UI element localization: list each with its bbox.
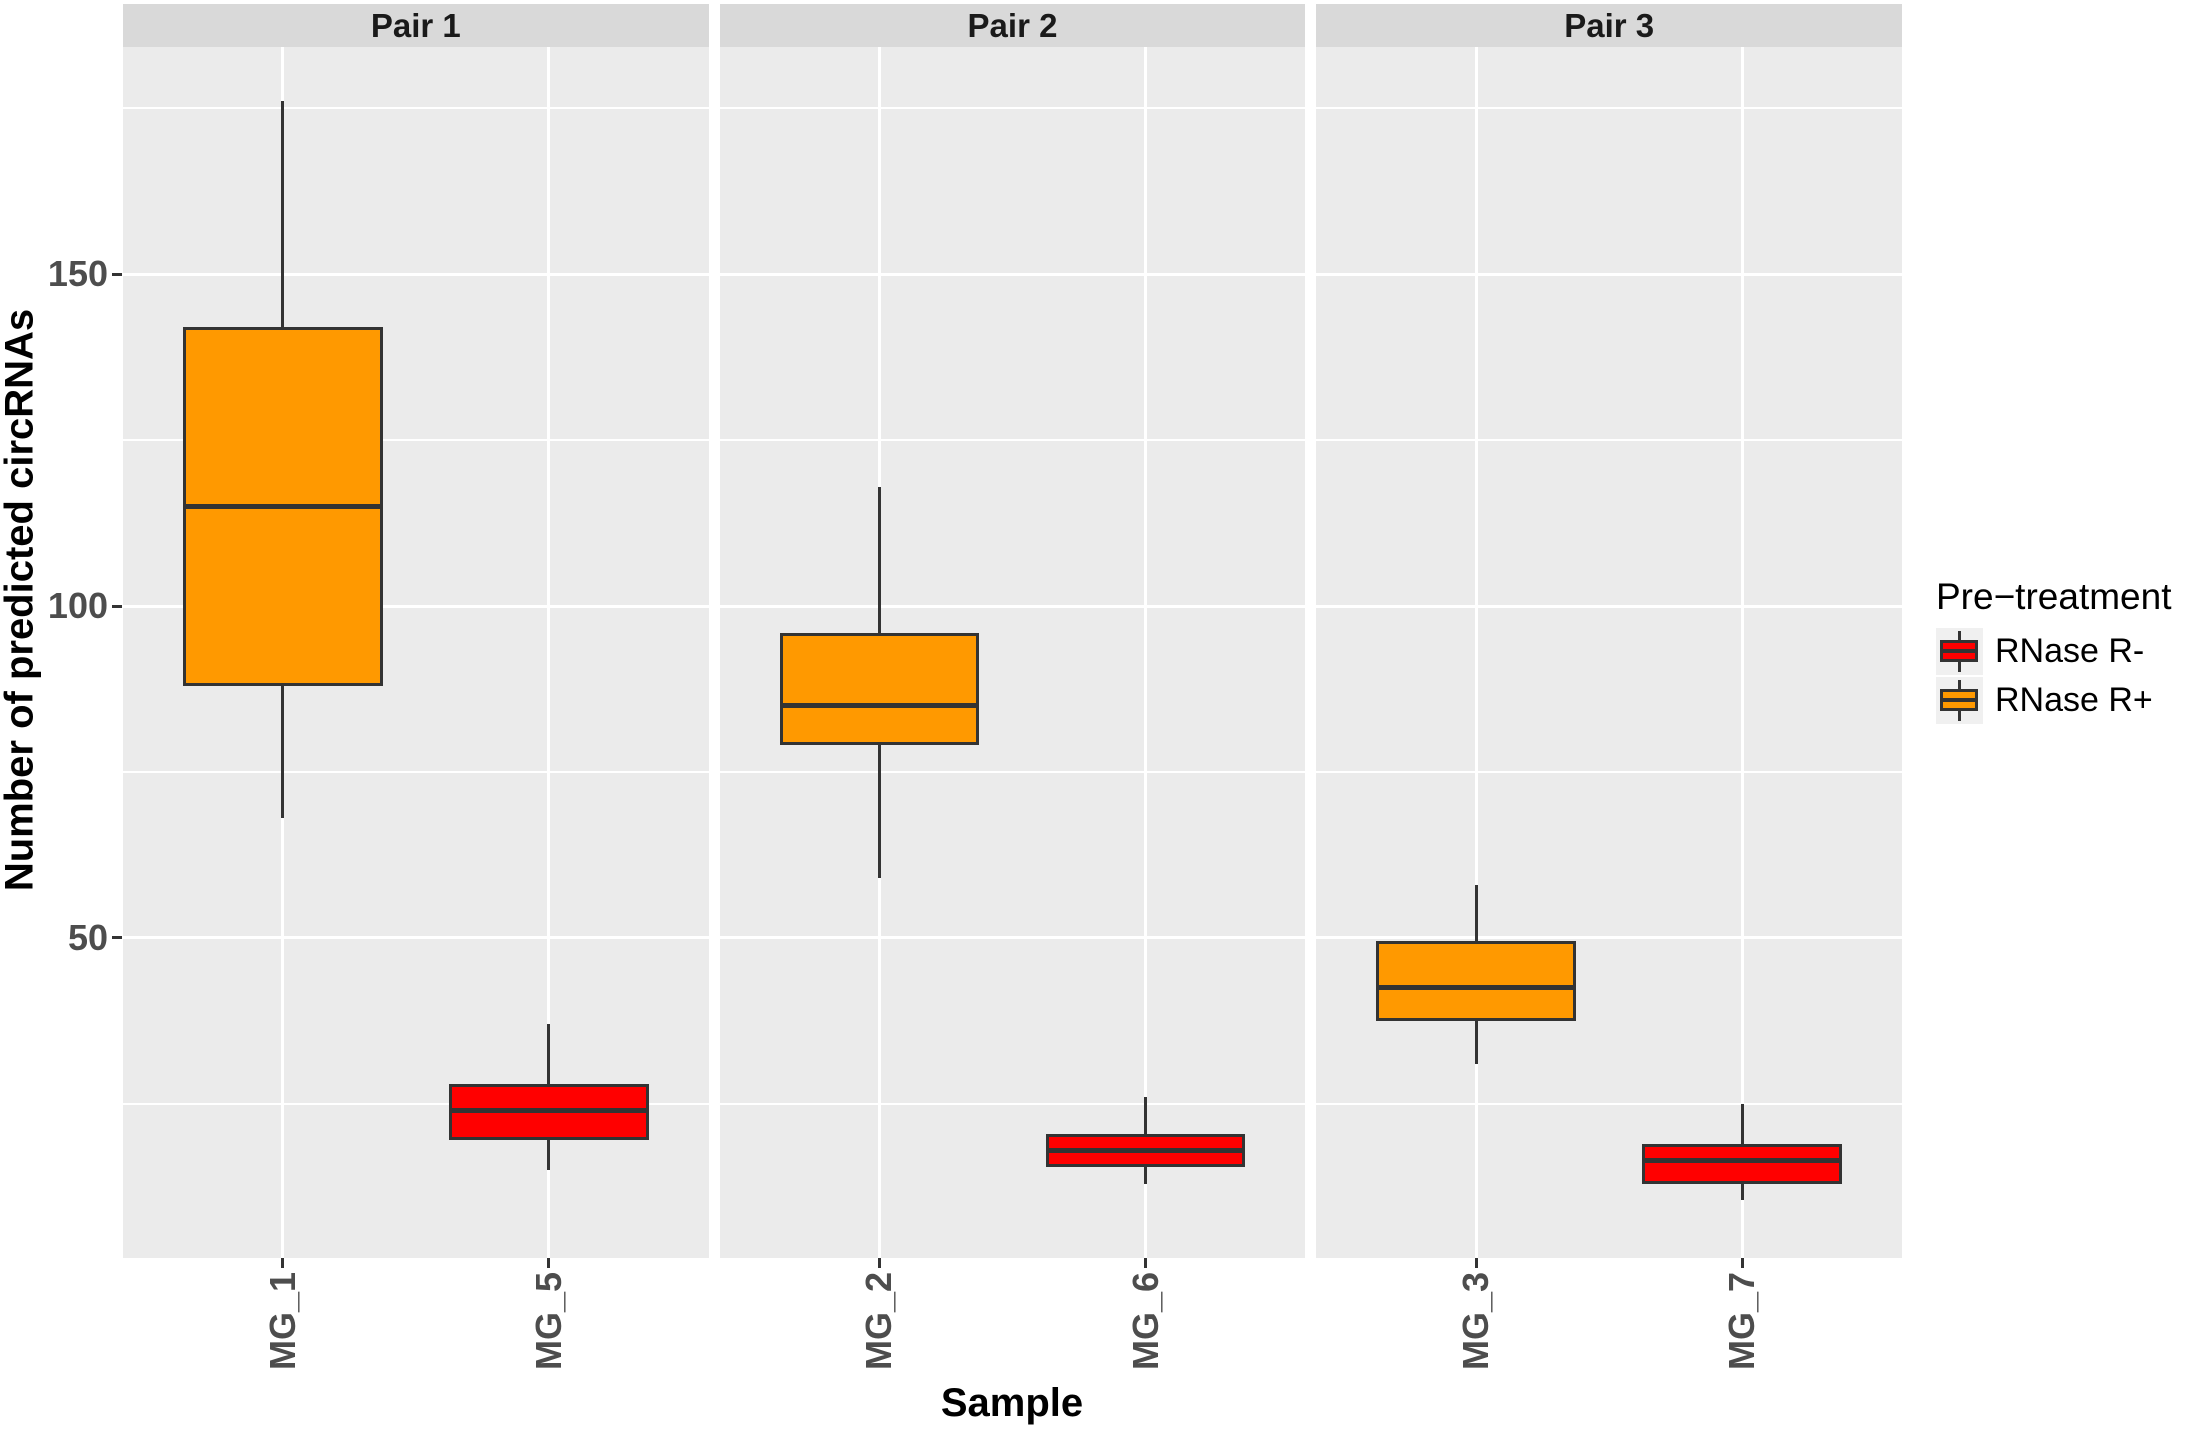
boxplot-key-icon: [1936, 628, 1983, 675]
gridline-minor: [719, 439, 1306, 442]
x-tick-label-MG_2: MG_2: [858, 1272, 900, 1371]
whisker-upper-MG_2: [877, 486, 881, 633]
plot-panel: [719, 47, 1306, 1258]
median-line-MG_1: [182, 503, 383, 509]
whisker-lower-MG_6: [1144, 1167, 1148, 1184]
whisker-lower-MG_7: [1740, 1183, 1744, 1201]
x-tick-label-MG_7: MG_7: [1721, 1272, 1763, 1371]
median-line-MG_2: [779, 703, 980, 709]
legend: Pre−treatment RNase R- RNase R+: [1936, 576, 2171, 724]
gridline-minor: [1316, 1102, 1902, 1105]
y-tick-mark: [112, 604, 122, 608]
y-tick-mark: [112, 936, 122, 940]
gridline-minor: [123, 107, 709, 110]
gridline-major: [123, 936, 709, 940]
whisker-lower-MG_3: [1474, 1020, 1478, 1065]
y-tick-label-100: 100: [47, 585, 108, 627]
whisker-lower-MG_1: [281, 685, 285, 819]
plot-panel: [123, 47, 709, 1258]
gridline-vertical: [1144, 47, 1148, 1258]
facet-strip: Pair 1: [123, 4, 709, 47]
gridline-major: [123, 272, 709, 276]
median-line-MG_6: [1045, 1147, 1246, 1153]
gridline-major: [123, 604, 709, 608]
key-median: [1940, 649, 1978, 653]
gridline-major: [1316, 936, 1902, 940]
x-tick-mark: [1740, 1258, 1744, 1268]
facet-pair-3: Pair 3: [1316, 4, 1902, 1258]
gridline-minor: [719, 771, 1306, 773]
legend-item-rnase-r-plus: RNase R+: [1936, 677, 2171, 724]
gridline-minor: [1316, 107, 1902, 110]
gridline-vertical: [547, 47, 551, 1258]
gridline-vertical: [1740, 47, 1744, 1258]
whisker-upper-MG_3: [1474, 884, 1478, 942]
gridline-vertical: [1474, 47, 1478, 1258]
whisker-upper-MG_1: [281, 101, 285, 328]
facet-strip: Pair 2: [719, 4, 1306, 47]
gridline-minor: [123, 771, 709, 773]
y-tick-mark: [112, 272, 122, 276]
x-tick-label-MG_6: MG_6: [1124, 1272, 1166, 1371]
gridline-minor: [1316, 439, 1902, 442]
gridline-minor: [123, 1102, 709, 1105]
y-tick-label-50: 50: [67, 916, 108, 958]
x-tick-label-MG_1: MG_1: [261, 1272, 303, 1371]
x-tick-mark: [281, 1258, 285, 1268]
legend-title: Pre−treatment: [1936, 576, 2172, 617]
boxplot-box-MG_3: [1376, 941, 1576, 1021]
x-tick-mark: [877, 1258, 881, 1268]
gridline-minor: [719, 1102, 1306, 1105]
gridline-minor: [719, 107, 1306, 110]
x-tick-label-MG_5: MG_5: [527, 1272, 569, 1371]
median-line-MG_5: [449, 1108, 649, 1114]
median-line-MG_7: [1642, 1157, 1843, 1163]
y-tick-label-150: 150: [47, 253, 108, 295]
gridline-major: [1316, 272, 1902, 276]
boxplot-box-MG_2: [779, 632, 980, 746]
gridline-major: [1316, 604, 1902, 608]
legend-item-rnase-r-minus: RNase R-: [1936, 628, 2171, 675]
whisker-lower-MG_5: [547, 1140, 551, 1171]
legend-label: RNase R+: [1995, 681, 2153, 719]
gridline-major: [719, 936, 1306, 940]
median-line-MG_3: [1376, 985, 1576, 991]
facet-strip: Pair 3: [1316, 4, 1902, 47]
whisker-upper-MG_7: [1740, 1103, 1744, 1144]
whisker-lower-MG_2: [877, 745, 881, 879]
boxplot-key-icon: [1936, 677, 1983, 724]
x-axis-title: Sample: [940, 1381, 1084, 1425]
gridline-minor: [1316, 771, 1902, 773]
facet-pair-2: Pair 2: [719, 4, 1306, 1258]
plot-panel: [1316, 47, 1902, 1258]
boxplot-box-MG_7: [1642, 1143, 1843, 1184]
whisker-upper-MG_5: [547, 1024, 551, 1085]
gridline-major: [719, 604, 1306, 608]
x-tick-mark: [1474, 1258, 1478, 1268]
gridline-major: [719, 272, 1306, 276]
x-tick-mark: [547, 1258, 551, 1268]
key-median: [1940, 698, 1978, 702]
x-tick-mark: [1144, 1258, 1148, 1268]
legend-label: RNase R-: [1995, 632, 2145, 670]
x-tick-label-MG_3: MG_3: [1455, 1272, 1497, 1371]
gridline-minor: [123, 439, 709, 442]
whisker-upper-MG_6: [1144, 1097, 1148, 1134]
facet-pair-1: Pair 1: [123, 4, 709, 1258]
